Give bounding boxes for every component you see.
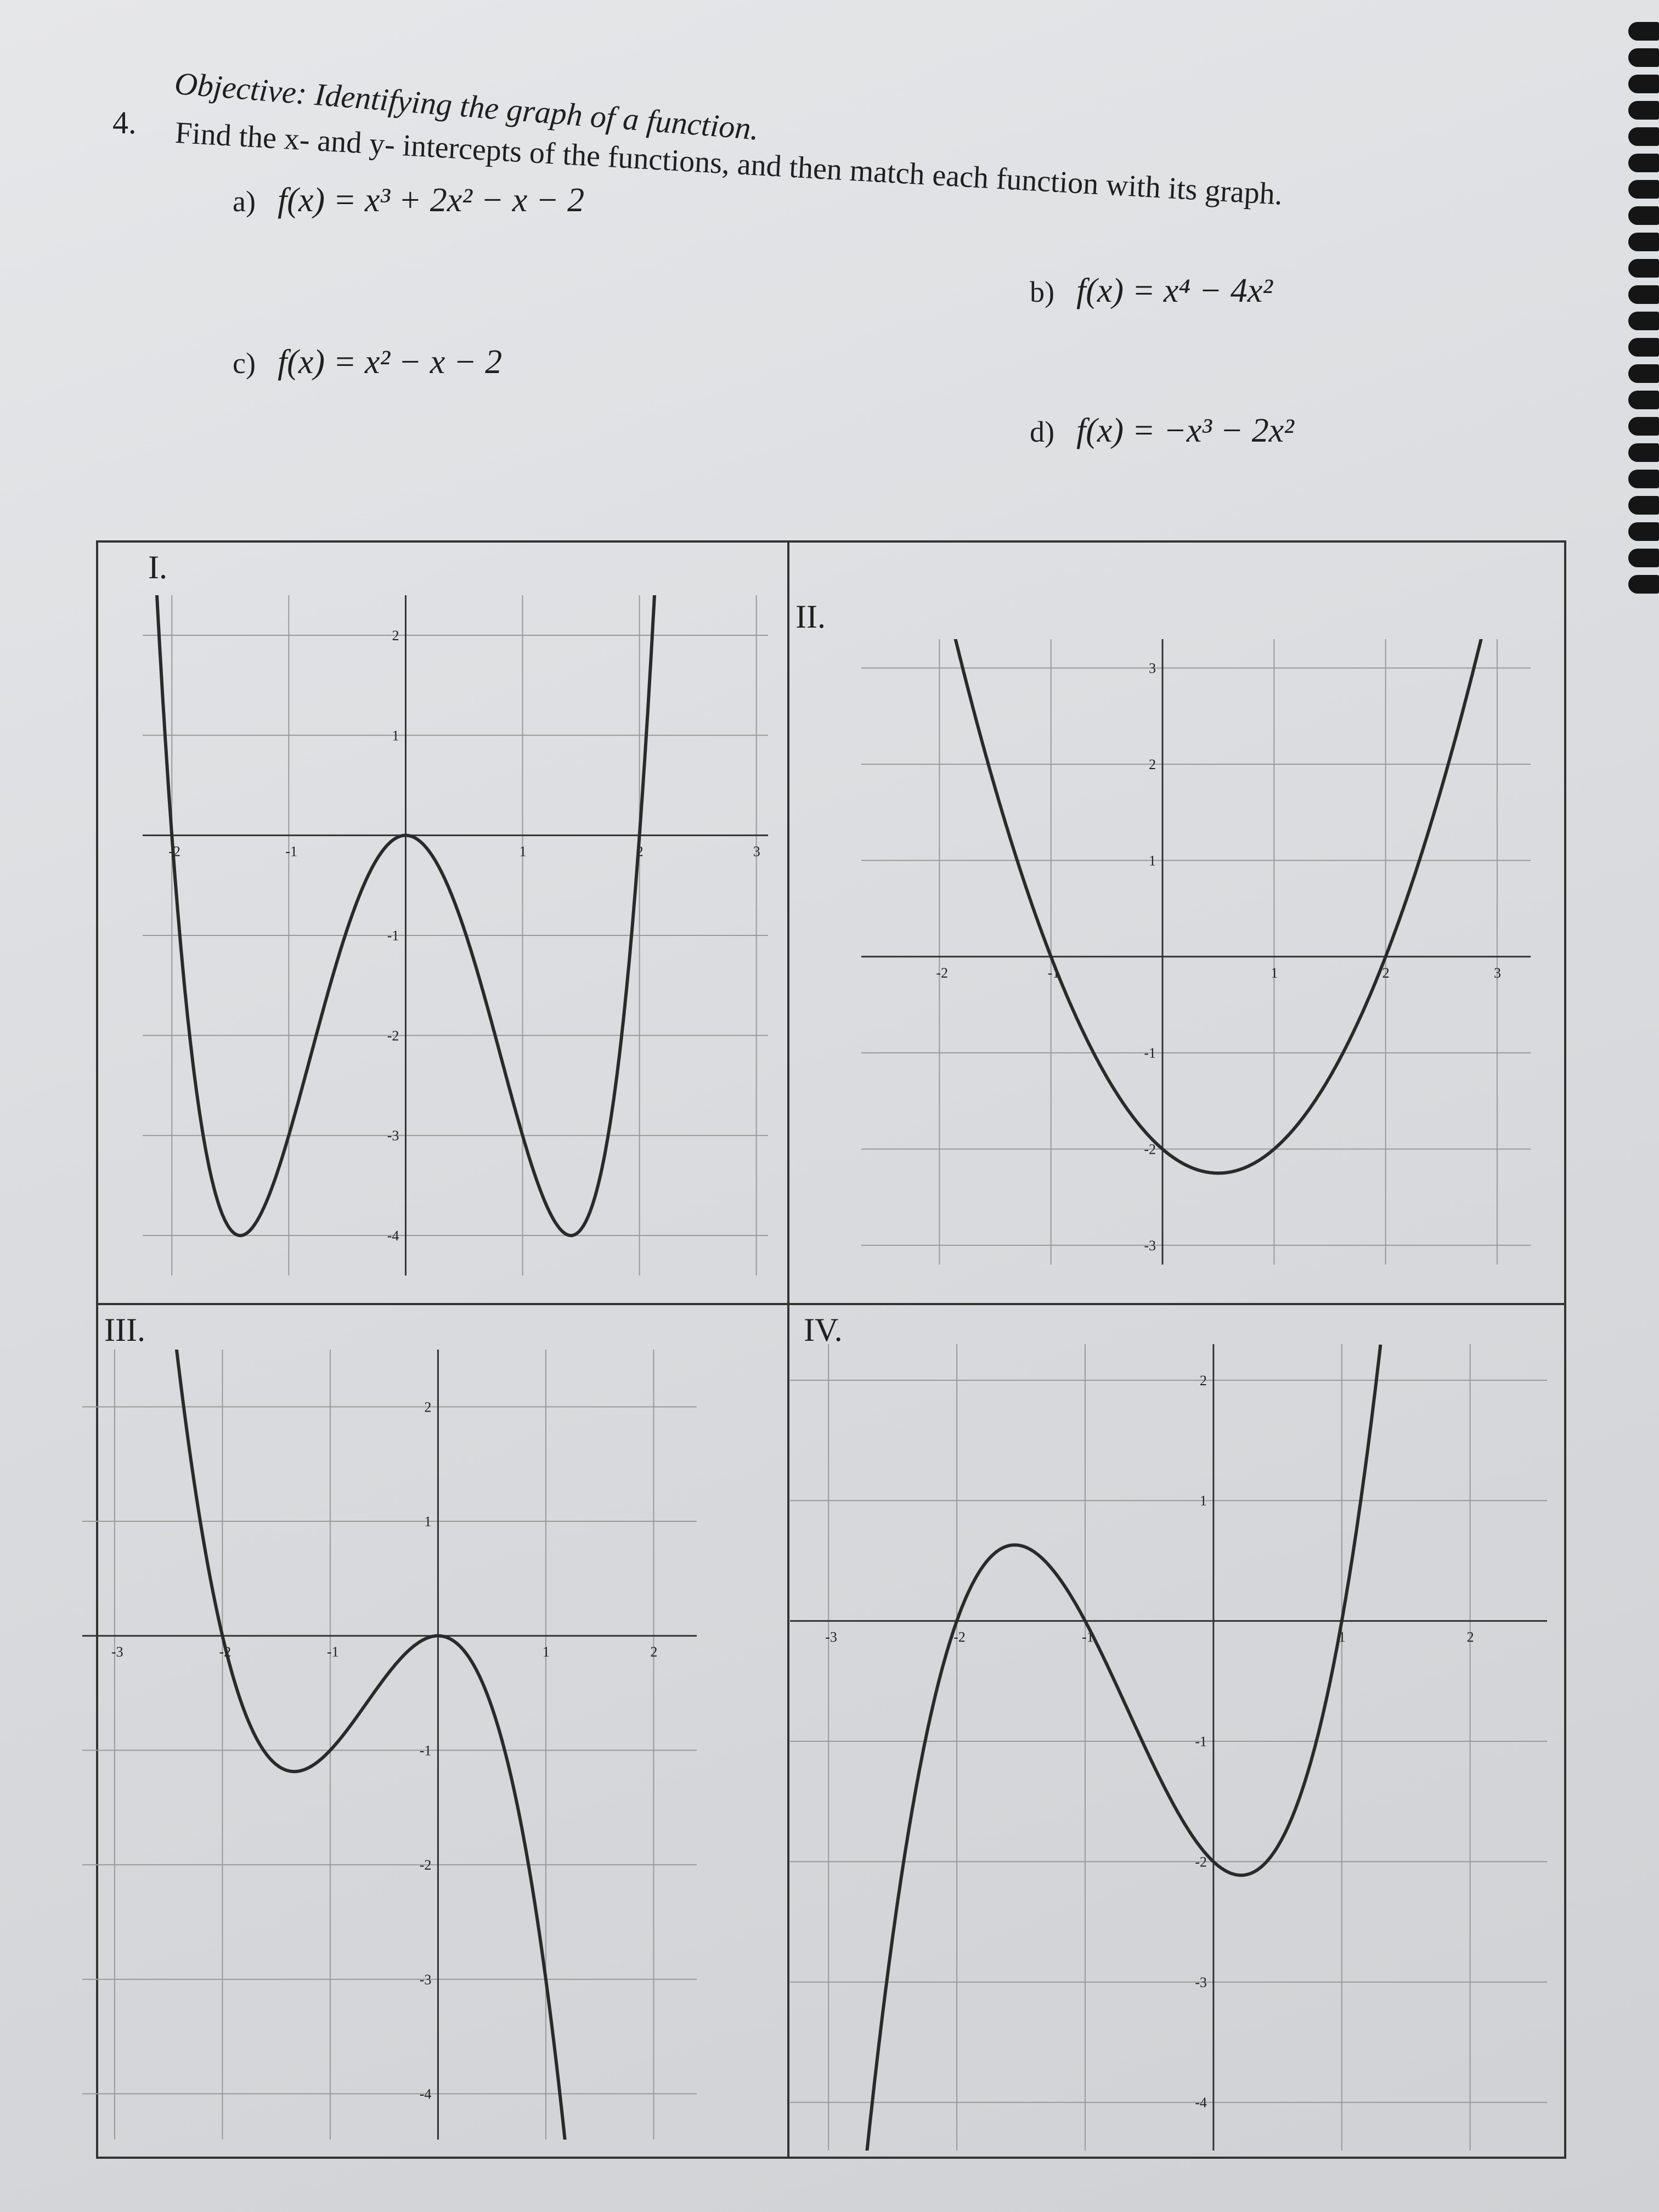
y-tick-label: -1	[420, 1742, 432, 1758]
spiral-ring	[1628, 75, 1659, 93]
y-tick-label: -4	[387, 1228, 399, 1244]
y-tick-label: 3	[1149, 661, 1156, 676]
spiral-ring	[1628, 127, 1659, 146]
spiral-ring	[1628, 417, 1659, 436]
graph-III: -3 -2 -1 1 221-1-2-3-4	[82, 1350, 697, 2140]
spiral-ring	[1628, 470, 1659, 488]
graph-label-3: III.	[104, 1312, 145, 1348]
y-tick-label: 2	[424, 1399, 431, 1415]
x-tick-label: -2	[953, 1629, 966, 1645]
y-tick-label: 1	[1149, 853, 1156, 868]
function-expression: f(x) = x⁴ − 4x²	[1076, 272, 1273, 309]
y-tick-label: -2	[420, 1857, 432, 1873]
spiral-binding	[1626, 22, 1659, 625]
divider-vertical	[787, 540, 789, 2159]
function-b: b) f(x) = x⁴ − 4x²	[1030, 272, 1273, 311]
spiral-ring	[1628, 259, 1659, 278]
spiral-ring	[1628, 364, 1659, 383]
y-tick-label: -1	[1144, 1045, 1156, 1061]
problem-number: 4.	[112, 105, 137, 140]
spiral-ring	[1628, 338, 1659, 357]
y-tick-label: 2	[1149, 757, 1156, 772]
y-tick-label: 1	[424, 1514, 431, 1530]
graph-I: -2 -1 1 2 321-1-2-3-4	[143, 595, 768, 1276]
graph-grid-frame	[96, 540, 1566, 2159]
function-label: a)	[233, 185, 256, 218]
y-tick-label: -1	[1195, 1734, 1207, 1750]
spiral-ring	[1628, 206, 1659, 225]
y-tick-label: -3	[1144, 1238, 1156, 1254]
y-tick-label: 2	[1200, 1373, 1207, 1389]
function-curve	[865, 1344, 1383, 2151]
y-tick-label: -1	[387, 928, 399, 944]
divider-horizontal	[96, 1303, 1566, 1305]
function-d: d) f(x) = −x³ − 2x²	[1030, 411, 1294, 450]
x-tick-label: -1	[327, 1644, 339, 1660]
spiral-ring	[1628, 285, 1659, 304]
spiral-ring	[1628, 549, 1659, 567]
x-tick-label: -3	[825, 1629, 837, 1645]
x-tick-label: -1	[285, 844, 297, 860]
function-expression: f(x) = x² − x − 2	[277, 343, 503, 381]
x-tick-label: 3	[1494, 965, 1501, 981]
x-tick-label: 3	[753, 844, 760, 860]
function-c: c) f(x) = x² − x − 2	[233, 343, 502, 382]
y-tick-label: -4	[420, 2086, 432, 2102]
x-tick-label: -3	[111, 1644, 123, 1660]
y-tick-label: -3	[1195, 1974, 1207, 1990]
spiral-ring	[1628, 233, 1659, 251]
y-tick-label: -2	[387, 1028, 399, 1043]
x-tick-label: 1	[1271, 965, 1278, 981]
spiral-ring	[1628, 496, 1659, 515]
x-tick-label: -2	[936, 965, 948, 981]
graph-label-1: I.	[148, 549, 167, 585]
spiral-ring	[1628, 522, 1659, 541]
spiral-ring	[1628, 22, 1659, 41]
y-tick-label: -4	[1195, 2095, 1207, 2111]
y-tick-label: 2	[392, 628, 399, 644]
function-curve	[155, 595, 656, 1238]
x-tick-label: 2	[650, 1644, 657, 1660]
y-tick-label: -2	[1144, 1142, 1156, 1158]
function-curve	[174, 1350, 567, 2140]
graph-label-4: IV.	[804, 1312, 843, 1348]
spiral-ring	[1628, 154, 1659, 172]
y-tick-label: 1	[392, 727, 399, 743]
y-tick-label: -2	[1195, 1854, 1207, 1870]
spiral-ring	[1628, 180, 1659, 199]
function-curve	[953, 639, 1483, 1175]
graph-label-2: II.	[795, 599, 826, 635]
y-tick-label: -3	[420, 1972, 432, 1988]
x-tick-label: 1	[543, 1644, 550, 1660]
y-tick-label: 1	[1200, 1493, 1207, 1509]
x-tick-label: 2	[1467, 1629, 1474, 1645]
graph-IV: -3 -2 -1 1 221-1-2-3-4	[790, 1344, 1547, 2151]
function-label: b)	[1030, 275, 1054, 308]
x-tick-label: 2	[1383, 965, 1390, 981]
spiral-ring	[1628, 443, 1659, 462]
spiral-ring	[1628, 101, 1659, 120]
function-a: a) f(x) = x³ + 2x² − x − 2	[233, 181, 584, 220]
spiral-ring	[1628, 48, 1659, 67]
x-tick-label: 1	[520, 844, 527, 860]
function-label: c)	[233, 347, 256, 380]
spiral-ring	[1628, 575, 1659, 594]
function-expression: f(x) = x³ + 2x² − x − 2	[277, 182, 585, 219]
function-expression: f(x) = −x³ − 2x²	[1076, 412, 1294, 449]
spiral-ring	[1628, 312, 1659, 330]
y-tick-label: -3	[387, 1128, 399, 1144]
function-label: d)	[1030, 415, 1054, 448]
spiral-ring	[1628, 391, 1659, 409]
